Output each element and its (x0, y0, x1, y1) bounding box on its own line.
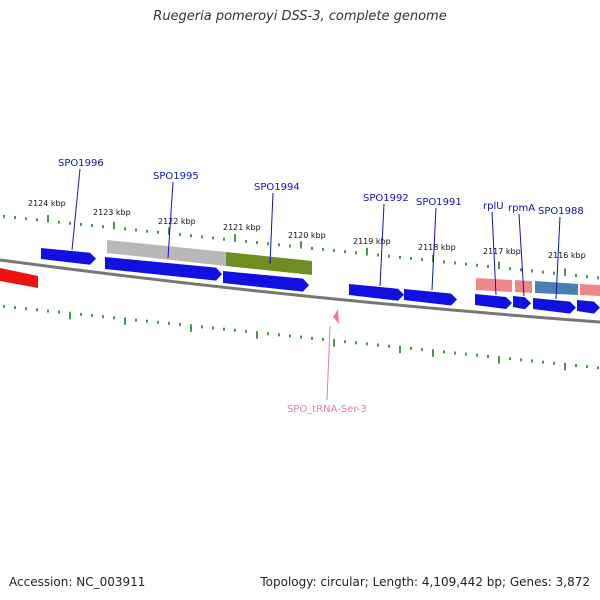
gene-leader-line (491, 211, 497, 296)
kbp-label: 2120 kbp (288, 231, 326, 240)
feature-grey-band (107, 240, 226, 266)
kbp-label: 2124 kbp (28, 199, 66, 208)
feature-pink-band (580, 284, 600, 296)
topology-text: Topology: circular; Length: 4,109,442 bp… (260, 575, 590, 589)
kbp-label: 2116 kbp (548, 251, 586, 260)
genome-backbone (0, 258, 600, 324)
gene-labels[interactable]: SPO1996 SPO1995 SPO1994 SPO1992 SPO1991 rplU r… (58, 158, 584, 415)
cds-highlight[interactable] (0, 268, 38, 288)
kbp-label: 2118 kbp (418, 243, 456, 252)
cds-SPO1996[interactable] (41, 248, 96, 265)
cds-SPO1994[interactable] (223, 271, 309, 292)
kbp-label: 2121 kbp (223, 223, 261, 232)
gene-leader-line (518, 213, 525, 297)
gene-label-SPO1995[interactable]: SPO1995 (153, 171, 199, 182)
cds-SPO1992[interactable] (349, 284, 404, 301)
kbp-label: 2122 kbp (158, 217, 196, 226)
gene-label-SPO1996[interactable]: SPO1996 (58, 158, 104, 169)
kbp-labels: 2124 kbp 2123 kbp 2122 kbp 2121 kbp 2120 kbp… (28, 199, 586, 260)
gene-label-rpmA[interactable]: rpmA (508, 203, 535, 214)
cds-rpmA[interactable] (513, 296, 531, 310)
kbp-label: 2119 kbp (353, 237, 391, 246)
map-title: Ruegeria pomeroyi DSS-3, complete genome (153, 9, 447, 24)
feature-rplU-band[interactable] (476, 278, 512, 292)
inner-tick-ring (3, 304, 599, 371)
cds-SPO1991[interactable] (404, 289, 457, 306)
gene-label-SPO1991[interactable]: SPO1991 (416, 197, 462, 208)
outer-tick-ring (3, 214, 599, 280)
gene-leader-line (269, 192, 274, 265)
gene-leader-line (431, 207, 437, 291)
cds-edge[interactable] (577, 300, 600, 314)
gene-label-SPO1992[interactable]: SPO1992 (363, 193, 409, 204)
feature-green-band (226, 252, 312, 275)
accession-text: Accession: NC_003911 (9, 575, 146, 589)
cds-SPO1988[interactable] (533, 298, 576, 314)
gene-label-rplU[interactable]: rplU (483, 201, 504, 212)
gene-leader-line (379, 203, 385, 287)
gene-leader-line (167, 181, 174, 259)
trna-label[interactable]: SPO_tRNA-Ser-3 (287, 404, 367, 415)
gene-leader-line (555, 216, 561, 300)
trna-marker[interactable] (333, 309, 339, 324)
gene-label-SPO1994[interactable]: SPO1994 (254, 182, 300, 193)
cds-SPO1995[interactable] (105, 257, 222, 281)
cds-track (0, 248, 600, 324)
gene-leader-line (71, 168, 81, 251)
gene-label-SPO1988[interactable]: SPO1988 (538, 206, 584, 217)
kbp-label: 2117 kbp (483, 247, 521, 256)
kbp-label: 2123 kbp (93, 208, 131, 217)
trna-leader-line (326, 325, 331, 401)
feature-track (107, 240, 600, 296)
cds-rplU[interactable] (475, 294, 512, 310)
